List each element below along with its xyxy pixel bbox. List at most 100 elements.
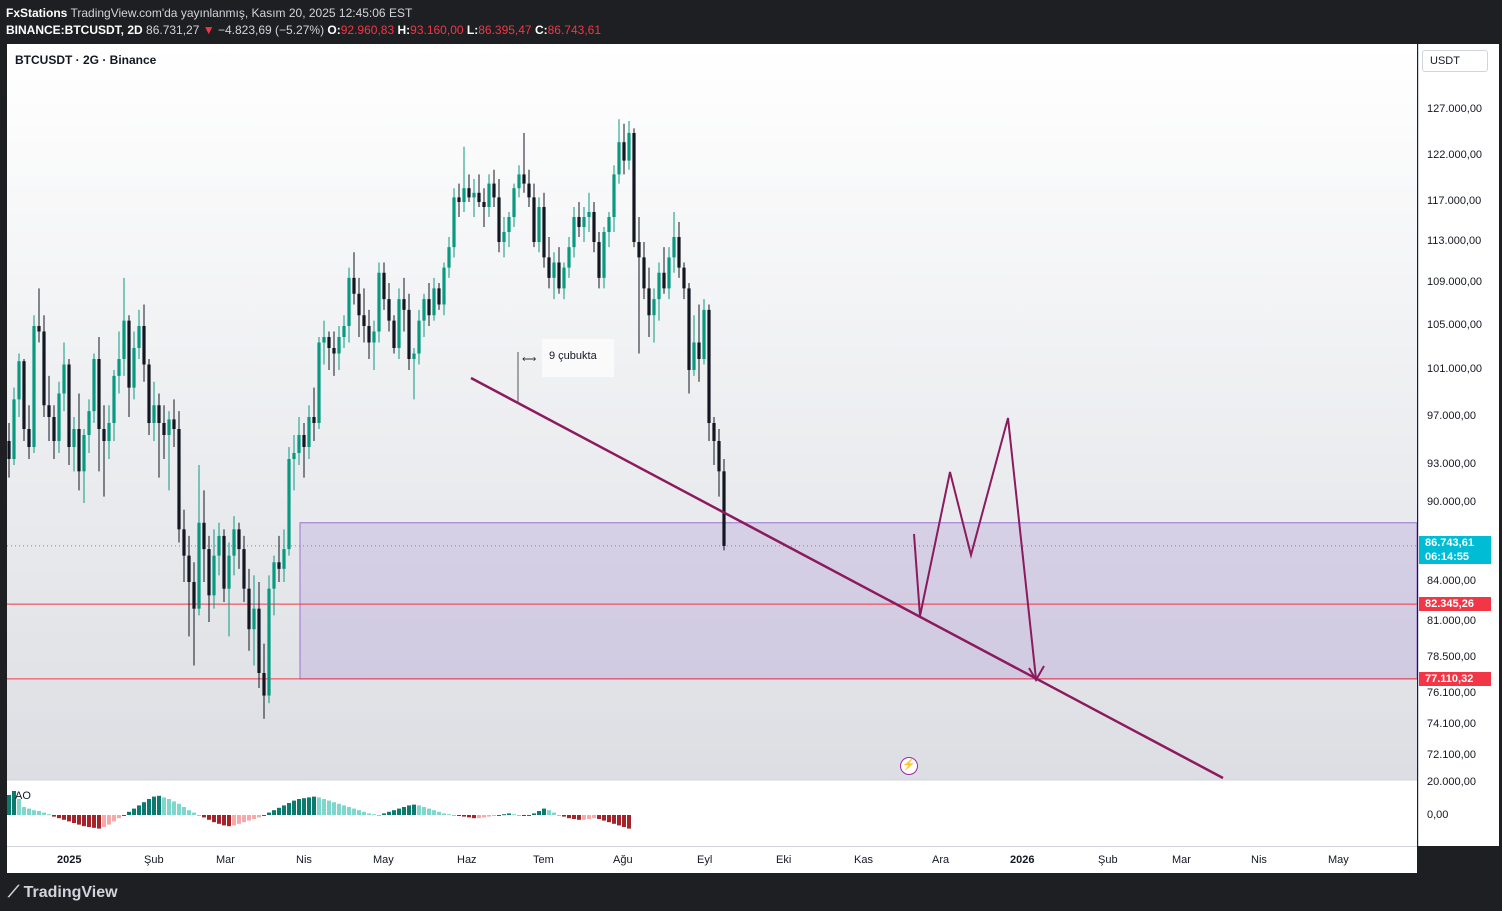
chart-canvas[interactable]: ⟷ [7, 44, 1417, 846]
time-tick: 2025 [57, 854, 82, 866]
ao-bar [532, 813, 536, 815]
ao-bar [457, 815, 461, 816]
candle-body [257, 608, 261, 673]
ao-bar [47, 814, 51, 816]
ao-bar [607, 815, 611, 823]
time-tick: Mar [216, 854, 235, 866]
author-name[interactable]: FxStations [6, 6, 68, 20]
candle-body [717, 441, 721, 472]
price-tick: 72.100,00 [1427, 749, 1476, 761]
ao-bar [327, 800, 331, 815]
candle-body [502, 232, 506, 242]
ao-bar [527, 815, 531, 816]
ohlc-line: BINANCE:BTCUSDT, 2D 86.731,27 ▼ −4.823,6… [6, 23, 601, 37]
ao-bar [487, 815, 491, 817]
ao-bar [577, 815, 581, 820]
candle-body [207, 549, 211, 596]
candle-body [232, 529, 236, 556]
close-value: 86.743,61 [547, 23, 602, 37]
ao-bar [302, 798, 306, 815]
chart-symbol-title[interactable]: BTCUSDT · 2G · Binance [15, 53, 157, 67]
time-tick: Eyl [697, 854, 713, 866]
ao-bar [597, 815, 601, 819]
candle-body [452, 197, 456, 248]
price-tick: 76.100,00 [1427, 687, 1476, 699]
candle-body [687, 288, 691, 370]
candle-body [392, 320, 396, 348]
price-axis[interactable]: 127.000,00 122.000,00 117.000,00 113.000,00… [1418, 44, 1499, 846]
ao-bar [237, 815, 241, 824]
lightning-icon[interactable]: ⚡ [900, 757, 918, 775]
candle-body [302, 435, 306, 447]
ao-bar [157, 795, 161, 815]
measure-annotation[interactable]: 9 çubukta [542, 339, 614, 377]
price-tick: 113.000,00 [1427, 235, 1482, 247]
candle-body [172, 419, 176, 429]
ao-bar [477, 815, 481, 819]
ao-bar [372, 814, 376, 816]
candle-body [517, 174, 521, 189]
candle-body [197, 522, 201, 609]
candle-body [112, 375, 116, 423]
ao-bar [482, 815, 486, 818]
ao-bar [427, 808, 431, 815]
candle-body [267, 588, 271, 696]
candle-body [157, 405, 161, 423]
candle-body [672, 237, 676, 258]
ao-bar [152, 796, 156, 815]
candle-body [222, 535, 226, 589]
ao-bar [292, 800, 296, 815]
time-tick: Mar [1172, 854, 1191, 866]
candle-body [682, 267, 686, 289]
candle-body [587, 212, 591, 217]
candle-body [237, 529, 241, 550]
ao-bar [337, 803, 341, 815]
time-axis[interactable]: 2025 Şub Mar Nis May Haz Tem Ağu Eyl Eki Kas Ara 202… [7, 846, 1417, 873]
candle-body [132, 348, 136, 388]
ao-bar [497, 815, 501, 816]
candle-body [47, 405, 51, 417]
candle-body [247, 588, 251, 630]
ao-bar [572, 815, 576, 819]
candle-body [182, 529, 186, 556]
ao-bar [617, 815, 621, 826]
candle-body [227, 555, 231, 589]
candle-body [547, 257, 551, 278]
candle-body [37, 326, 41, 332]
candle-body [337, 337, 341, 354]
currency-selector[interactable]: USDT [1422, 50, 1488, 72]
candle-body [57, 393, 61, 441]
candle-body [387, 299, 391, 321]
ao-indicator-label[interactable]: AO [15, 790, 31, 802]
candle-body [127, 320, 131, 388]
candle-body [217, 535, 221, 556]
ao-bar [262, 815, 266, 816]
candle-body [77, 429, 81, 472]
candle-body [147, 364, 151, 423]
candle-body [72, 429, 76, 447]
price-tick: 20.000,00 [1427, 776, 1476, 788]
ao-bar [207, 815, 211, 820]
ao-bar [362, 811, 366, 815]
chart-pane[interactable]: ⟷ [7, 44, 1417, 846]
ao-bar [567, 815, 571, 819]
candle-body [597, 242, 601, 278]
candle-body [662, 272, 666, 289]
candle-body [492, 183, 496, 198]
candle-body [312, 417, 316, 423]
ao-bar [147, 799, 151, 815]
candle-body [212, 555, 216, 596]
ao-bar [117, 815, 121, 819]
ao-bar [192, 812, 196, 815]
candle-body [102, 429, 106, 441]
ao-bar [517, 815, 521, 816]
candle-body [397, 299, 401, 348]
tradingview-logo[interactable]: ⟋ TradingView [8, 884, 118, 901]
candle-body [317, 342, 321, 423]
candle-body [177, 429, 181, 530]
candle-body [677, 237, 681, 268]
candle-body [652, 299, 656, 316]
low-label: L: [466, 23, 479, 37]
candle-body [107, 423, 111, 441]
candle-body [612, 174, 616, 217]
